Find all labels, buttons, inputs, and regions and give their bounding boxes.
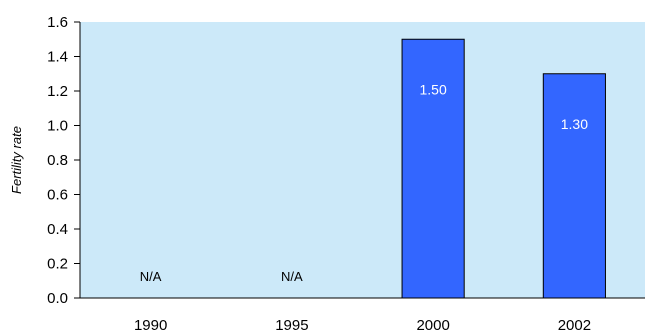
y-tick-label: 0.4: [47, 221, 68, 238]
y-tick-label: 0.2: [47, 256, 68, 273]
bar-label: N/A: [281, 269, 303, 284]
bars: N/A N/A 1.50 1.30: [140, 38, 606, 299]
x-axis: 1990 1995 2000 2002: [80, 297, 645, 334]
y-axis: 0.0 0.2 0.4 0.6 0.8 1.0 1.2 1.4 1.6: [47, 14, 81, 307]
x-tick-label: 1990: [134, 317, 167, 334]
y-tick-label: 0.8: [47, 152, 68, 169]
y-tick-label: 1.2: [47, 83, 68, 100]
y-tick-label: 1.6: [47, 14, 68, 31]
x-tick-label: 2000: [416, 317, 449, 334]
y-tick-label: 0.0: [47, 290, 68, 307]
y-tick-label: 1.0: [47, 118, 68, 135]
x-tick-label: 1995: [275, 317, 308, 334]
bar: [401, 38, 465, 299]
y-tick-label: 1.4: [47, 49, 68, 66]
bar-label: 1.30: [561, 116, 588, 132]
bar: [542, 73, 606, 299]
y-tick-label: 0.6: [47, 187, 68, 204]
bar-label: 1.50: [420, 81, 447, 97]
x-tick-label: 2002: [558, 317, 591, 334]
bar-label: N/A: [140, 269, 162, 284]
y-axis-title: Fertility rate: [9, 126, 24, 194]
